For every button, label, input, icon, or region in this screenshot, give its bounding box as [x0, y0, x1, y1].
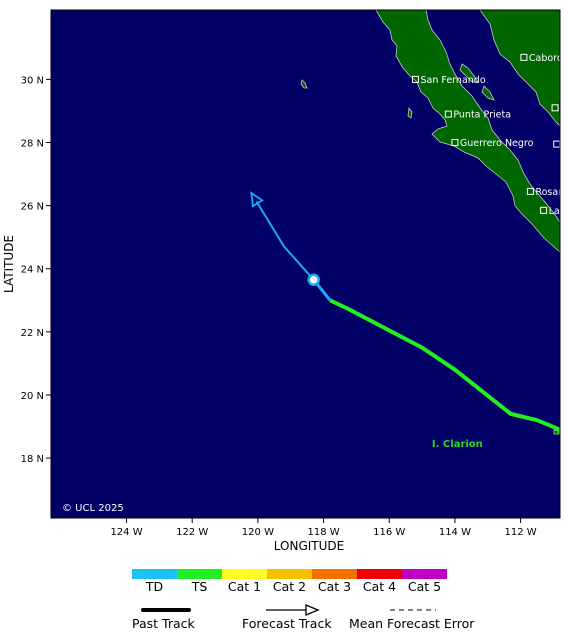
city-label: Punta Prieta	[453, 110, 511, 121]
past-track-legend-label: Past Track	[132, 616, 195, 631]
city-label: Guerrero Negro	[460, 138, 534, 149]
forecast-track-line	[255, 201, 315, 281]
legend-swatch	[177, 569, 222, 579]
ocean-background	[51, 10, 560, 518]
gulf-island-small	[481, 85, 495, 101]
legend-swatch	[267, 569, 312, 579]
city-marker	[551, 104, 559, 112]
y-tick-label: 28 N	[21, 139, 44, 150]
legend-swatch	[312, 569, 357, 579]
baja-california-landmass	[375, 10, 560, 253]
category-legend: TD TS Cat 1 Cat 2 Cat 3 Cat 4 Cat 5	[132, 569, 447, 594]
legend-swatch	[357, 569, 402, 579]
x-tick-label: 120 W	[242, 527, 274, 538]
city-label: San Fernando	[421, 75, 486, 86]
forecast-track-legend-label: Forecast Track	[242, 616, 332, 631]
past-track-line	[329, 298, 560, 432]
y-tick-label: 18 N	[21, 454, 44, 465]
y-tick-label: 24 N	[21, 265, 44, 276]
city-label: Guaymas	[562, 140, 580, 151]
legend-category-label: Cat 2	[273, 579, 306, 594]
legend-swatch	[132, 569, 177, 579]
legend-category-label: Cat 5	[408, 579, 441, 594]
mainland-mexico-landmass	[479, 10, 560, 127]
city-label: Rosarito	[535, 187, 574, 198]
city-marker	[520, 53, 528, 61]
y-tick-label: 30 N	[21, 75, 44, 86]
legend-swatch	[402, 569, 447, 579]
x-tick-label: 124 W	[110, 527, 142, 538]
copyright-text: © UCL 2025	[62, 503, 124, 514]
x-tick-label: 114 W	[439, 527, 471, 538]
legend-swatch	[222, 569, 267, 579]
legend-category-label: TD	[145, 579, 163, 594]
x-tick-label: 118 W	[307, 527, 339, 538]
x-tick-label: 112 W	[505, 527, 537, 538]
city-marker	[412, 75, 420, 83]
city-marker	[451, 139, 459, 147]
forecast-track-legend-arrow	[305, 604, 320, 616]
city-label: La Poza	[549, 206, 580, 217]
city-label: Hermosillo	[560, 103, 580, 114]
islet-cedros	[407, 106, 413, 119]
y-tick-label: 26 N	[21, 202, 44, 213]
city-label: Caborca	[529, 53, 568, 64]
map-frame	[50, 9, 561, 519]
x-tick-label: 122 W	[176, 527, 208, 538]
legend-category-label: Cat 1	[228, 579, 261, 594]
islet-north	[300, 79, 308, 89]
x-axis-title: LONGITUDE	[274, 539, 344, 553]
legend-category-label: Cat 4	[363, 579, 396, 594]
forecast-arrow-head	[250, 191, 264, 208]
island-label: I. Clarion	[432, 439, 483, 450]
legend-category-label: Cat 3	[318, 579, 351, 594]
y-tick-label: 20 N	[21, 391, 44, 402]
gulf-island	[459, 63, 479, 83]
y-axis-title: LATITUDE	[2, 235, 16, 293]
island-label: I. Soco	[557, 426, 580, 437]
city-marker	[444, 110, 452, 118]
city-marker	[526, 187, 534, 195]
legend-category-label: TS	[191, 579, 208, 594]
city-marker	[540, 206, 548, 214]
current-position-marker	[307, 273, 320, 287]
x-tick-label: 116 W	[373, 527, 405, 538]
mean-error-legend-label: Mean Forecast Error	[349, 616, 475, 631]
islet-socorro	[553, 429, 559, 435]
y-tick-label: 22 N	[21, 328, 44, 339]
